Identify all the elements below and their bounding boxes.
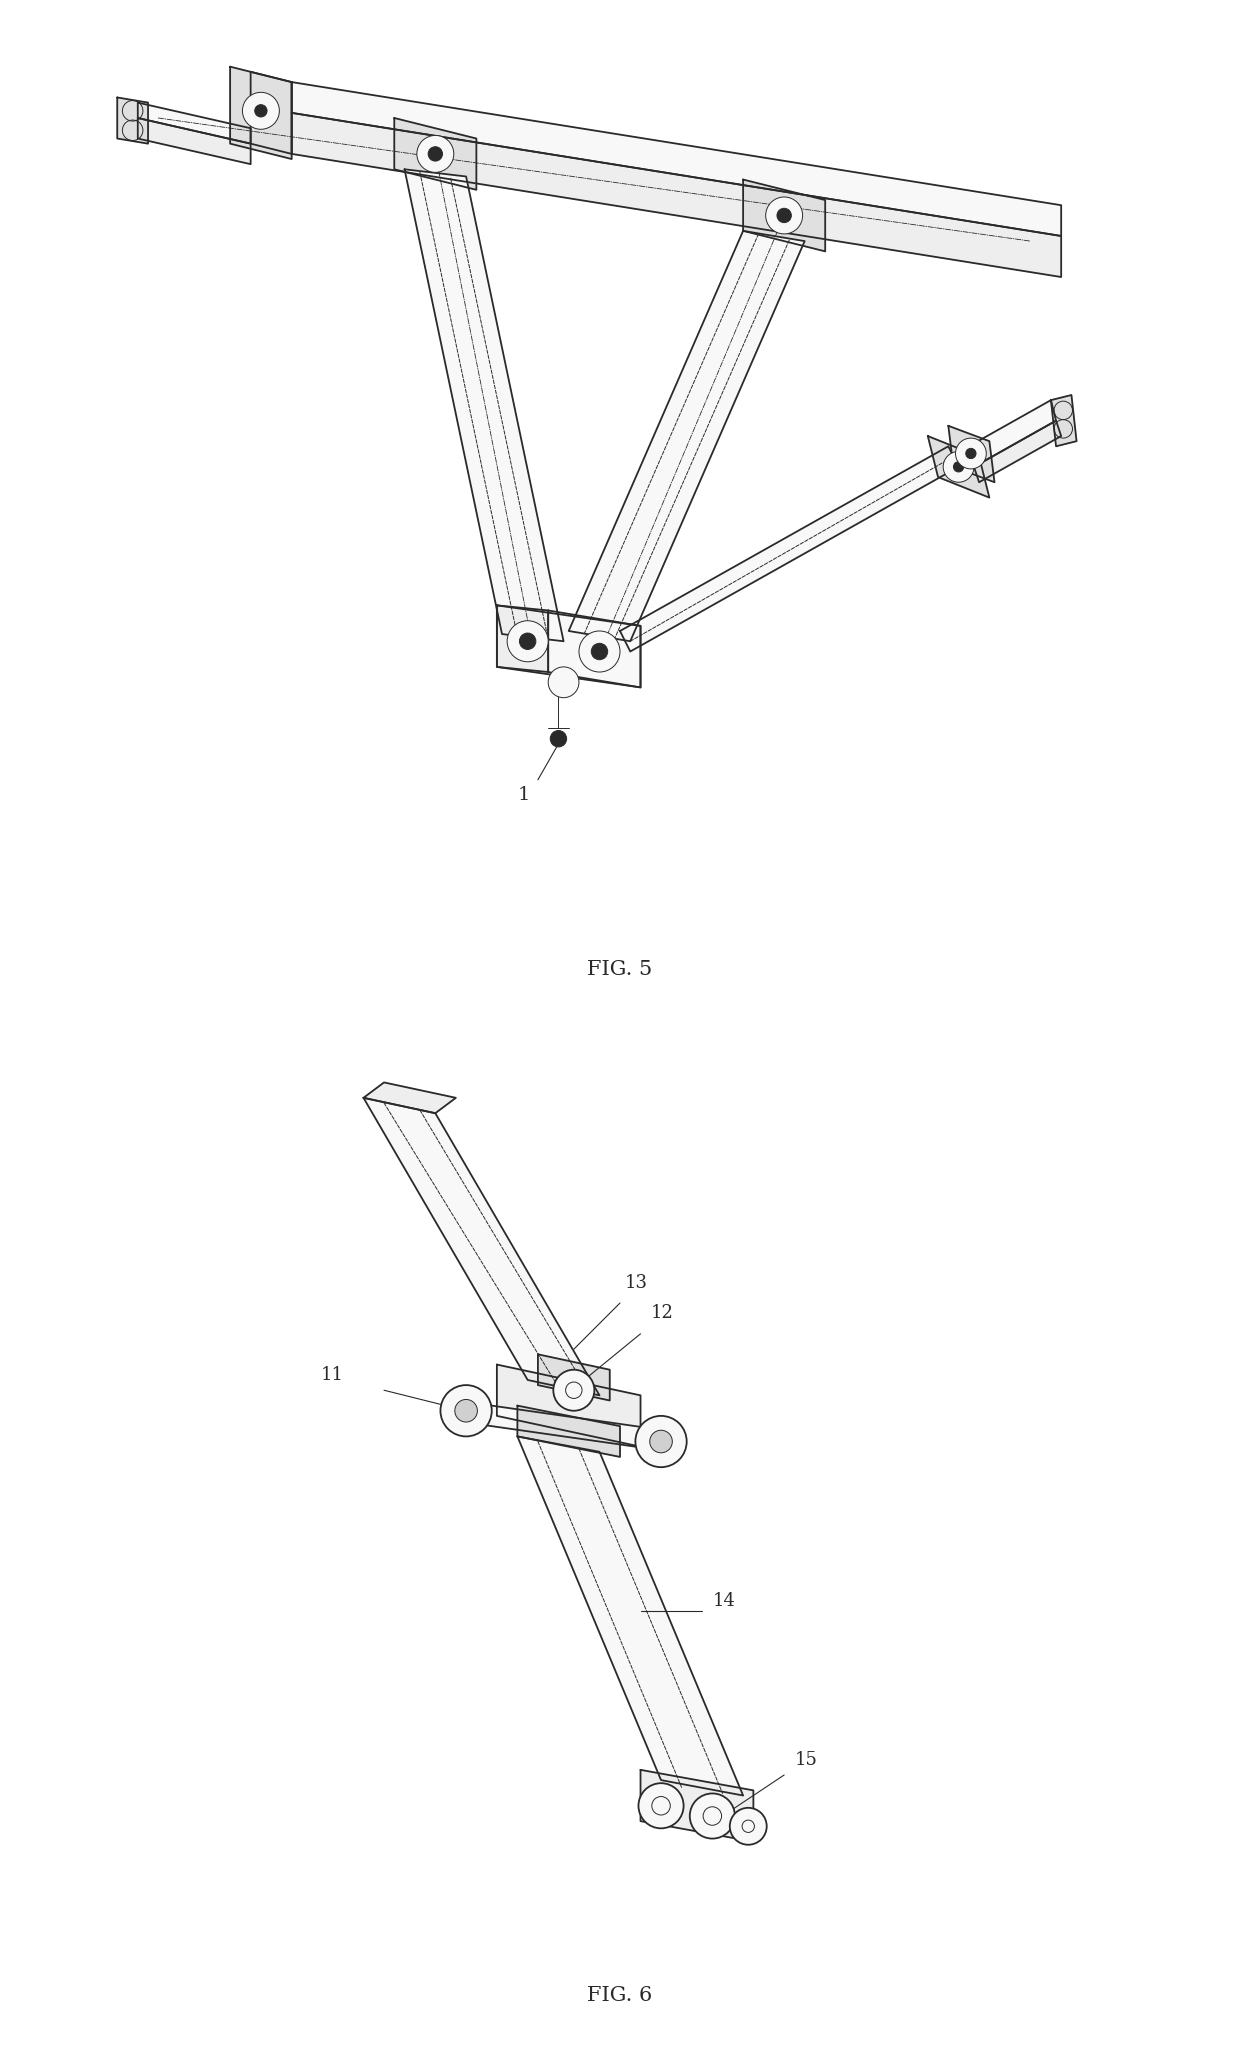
Circle shape <box>639 1783 683 1828</box>
Polygon shape <box>497 1365 641 1447</box>
Polygon shape <box>538 1354 610 1399</box>
Circle shape <box>966 449 976 460</box>
Circle shape <box>507 622 548 663</box>
Polygon shape <box>497 605 641 687</box>
Polygon shape <box>548 611 641 687</box>
Circle shape <box>428 148 443 162</box>
Polygon shape <box>973 421 1061 482</box>
Text: 13: 13 <box>625 1274 649 1291</box>
Text: FIG. 5: FIG. 5 <box>588 960 652 979</box>
Circle shape <box>455 1399 477 1422</box>
Polygon shape <box>1052 394 1076 447</box>
Circle shape <box>417 135 454 172</box>
Polygon shape <box>456 1399 671 1453</box>
Polygon shape <box>968 400 1056 468</box>
Circle shape <box>254 105 267 117</box>
Polygon shape <box>231 68 291 160</box>
Polygon shape <box>291 82 1061 236</box>
Circle shape <box>956 437 986 470</box>
Circle shape <box>765 197 802 234</box>
Circle shape <box>635 1416 687 1467</box>
Circle shape <box>243 92 279 129</box>
Polygon shape <box>250 72 291 154</box>
Polygon shape <box>620 447 959 653</box>
Circle shape <box>689 1793 735 1839</box>
Polygon shape <box>363 1098 599 1395</box>
Text: FIG. 6: FIG. 6 <box>588 1986 652 2005</box>
Polygon shape <box>138 119 250 164</box>
Polygon shape <box>118 98 148 144</box>
Polygon shape <box>404 170 563 640</box>
Polygon shape <box>641 1769 754 1843</box>
Circle shape <box>548 667 579 698</box>
Polygon shape <box>497 605 548 673</box>
Polygon shape <box>517 1406 620 1457</box>
Polygon shape <box>138 103 250 144</box>
Circle shape <box>551 731 567 747</box>
Text: 12: 12 <box>651 1305 673 1321</box>
Polygon shape <box>569 232 805 640</box>
Circle shape <box>520 632 536 650</box>
Text: 11: 11 <box>321 1367 345 1383</box>
Circle shape <box>730 1808 766 1845</box>
Text: 1: 1 <box>517 786 529 804</box>
Circle shape <box>954 462 963 472</box>
Polygon shape <box>743 181 825 250</box>
Circle shape <box>579 632 620 673</box>
Polygon shape <box>394 119 476 191</box>
Polygon shape <box>291 113 1061 277</box>
Text: 15: 15 <box>795 1750 817 1769</box>
Circle shape <box>591 644 608 661</box>
Polygon shape <box>517 1436 743 1796</box>
Circle shape <box>650 1430 672 1453</box>
Text: 14: 14 <box>712 1592 735 1609</box>
Polygon shape <box>949 427 994 482</box>
Circle shape <box>944 451 973 482</box>
Circle shape <box>440 1385 492 1436</box>
Polygon shape <box>363 1083 456 1112</box>
Polygon shape <box>928 437 990 499</box>
Circle shape <box>777 209 791 224</box>
Circle shape <box>553 1371 594 1412</box>
